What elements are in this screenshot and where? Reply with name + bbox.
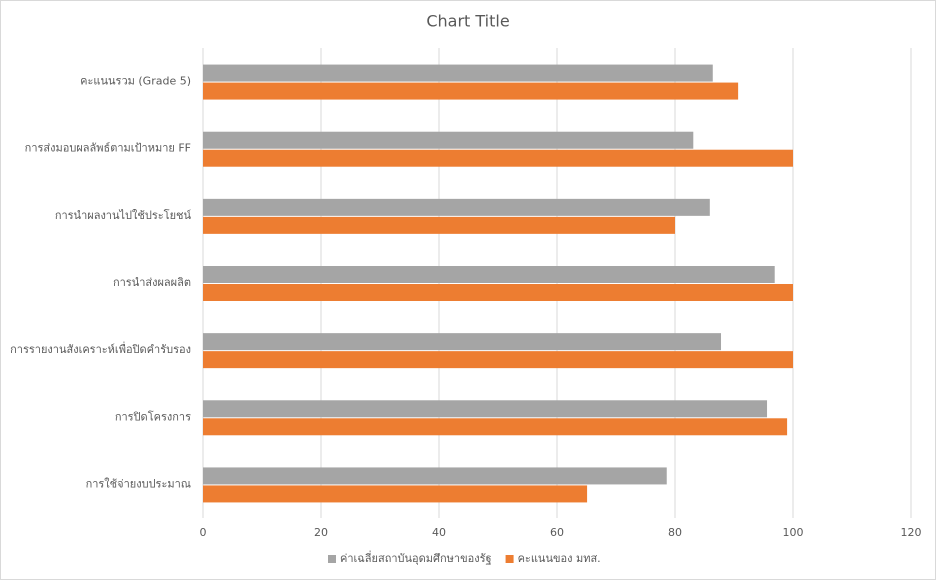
legend-label: ค่าเฉลี่ยสถาบันอุดมศึกษาของรัฐ [340,550,492,565]
x-tick-label: 120 [901,526,922,539]
chart-title: Chart Title [426,12,509,31]
legend-label: คะแนนของ มทส. [518,552,601,565]
legend-swatch [505,555,514,563]
bar [203,400,768,418]
bar [203,418,788,436]
bar [203,266,775,283]
y-tick-label: การนำส่งผลผลิต [113,276,191,289]
x-tick-label: 20 [314,526,328,539]
y-tick-label: การนำผลงานไปใช้ประโยชน์ [55,208,192,222]
bar [203,64,713,82]
bar [203,351,793,369]
x-tick-label: 60 [550,526,564,539]
bar [203,333,722,351]
x-tick-label: 0 [200,526,207,539]
bar [203,216,675,234]
bar [203,485,588,503]
y-tick-label: คะแนนรวม (Grade 5) [80,75,191,88]
bar [203,131,694,149]
x-tick-label: 80 [668,526,682,539]
y-tick-label: การรายงานสังเคราะห์เพื่อปิดคำรับรอง [10,341,191,356]
y-tick-label: การปิดโครงการ [115,409,191,423]
x-tick-label: 100 [783,526,804,539]
y-tick-label: การใช้จ่ายงบประมาณ [86,477,191,490]
bar [203,284,793,301]
bar [203,82,739,100]
y-tick-label: การส่งมอบผลลัพธ์ตามเป้าหมาย FF [25,142,191,155]
legend-swatch [328,555,336,563]
bar [203,467,667,485]
bar [203,198,710,216]
x-tick-label: 40 [432,526,446,539]
bar [203,149,793,167]
